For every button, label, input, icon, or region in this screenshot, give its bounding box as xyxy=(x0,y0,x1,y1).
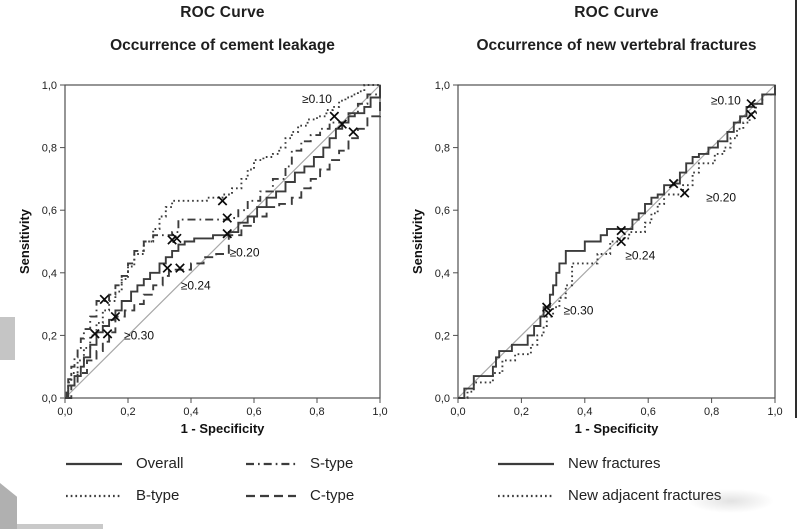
svg-text:0,0: 0,0 xyxy=(42,393,57,405)
legend-label-c-type: C-type xyxy=(310,487,355,504)
chart-subtitle: Occurrence of new vertebral fractures xyxy=(476,37,757,54)
svg-text:1,0: 1,0 xyxy=(435,80,450,92)
legend-item-s-type: S-type xyxy=(245,455,395,472)
svg-text:≥0.10: ≥0.10 xyxy=(302,92,332,106)
chart-title: ROC Curve xyxy=(574,4,659,21)
legend-item-new-fractures: New fractures xyxy=(497,455,721,472)
svg-text:0,4: 0,4 xyxy=(42,268,57,280)
svg-text:0,0: 0,0 xyxy=(435,393,450,405)
svg-text:Sensitivity: Sensitivity xyxy=(17,208,32,274)
svg-text:0,6: 0,6 xyxy=(246,406,261,418)
svg-text:0,2: 0,2 xyxy=(435,330,450,342)
svg-text:0,4: 0,4 xyxy=(435,268,450,280)
svg-text:0,8: 0,8 xyxy=(435,143,450,155)
svg-text:≥0.10: ≥0.10 xyxy=(711,94,741,108)
svg-text:1,0: 1,0 xyxy=(372,406,387,418)
svg-text:0,8: 0,8 xyxy=(309,406,324,418)
svg-text:≥0.20: ≥0.20 xyxy=(230,245,260,259)
watermark-smudge xyxy=(688,489,774,513)
gray-corner-artifact xyxy=(0,483,17,529)
roc-plot-new-fractures: 0,0 0,2 0,4 0,6 0,8 1,0 0,0 0,2 0,4 0,6 0,8 1,0 1 - … xyxy=(410,80,783,436)
svg-text:Sensitivity: Sensitivity xyxy=(410,208,425,274)
legend-label-s-type: S-type xyxy=(310,455,354,472)
chart-new-fractures: ROC Curve Occurrence of new vertebral fr… xyxy=(400,0,800,529)
chart-cement-leakage: ROC Curve Occurrence of cement leakage 0… xyxy=(17,4,395,504)
svg-text:0,2: 0,2 xyxy=(120,406,135,418)
svg-text:0,4: 0,4 xyxy=(577,406,592,418)
legend-label-b-type: B-type xyxy=(136,487,180,504)
legend-label-overall: Overall xyxy=(136,455,184,472)
svg-text:0,6: 0,6 xyxy=(641,406,656,418)
overall-line-sample xyxy=(66,462,122,465)
svg-text:0,2: 0,2 xyxy=(514,406,529,418)
s-type-line-sample xyxy=(246,462,296,465)
svg-text:≥0.24: ≥0.24 xyxy=(625,249,655,263)
new-adjacent-fractures-line-sample xyxy=(498,494,554,497)
c-type-line-sample xyxy=(246,494,296,497)
legend-item-overall: Overall xyxy=(65,455,245,472)
svg-text:1,0: 1,0 xyxy=(767,406,782,418)
legend-item-b-type: B-type xyxy=(65,487,245,504)
svg-text:≥0.30: ≥0.30 xyxy=(124,328,154,342)
new-fractures-line-sample xyxy=(498,462,554,465)
svg-text:1 - Specificity: 1 - Specificity xyxy=(181,421,266,436)
svg-text:≥0.24: ≥0.24 xyxy=(181,278,211,292)
svg-text:0,4: 0,4 xyxy=(183,406,198,418)
legend-label-new-adjacent-fractures: New adjacent fractures xyxy=(568,487,722,504)
right-edge-line xyxy=(795,0,797,418)
svg-text:0,2: 0,2 xyxy=(42,330,57,342)
svg-text:1,0: 1,0 xyxy=(42,80,57,92)
legend-new-fractures: New fractures New adjacent fractures xyxy=(497,455,721,504)
svg-text:0,8: 0,8 xyxy=(704,406,719,418)
svg-text:0,0: 0,0 xyxy=(57,406,72,418)
svg-text:0,0: 0,0 xyxy=(450,406,465,418)
svg-text:≥0.20: ≥0.20 xyxy=(706,191,736,205)
legend-item-c-type: C-type xyxy=(245,487,395,504)
svg-text:0,8: 0,8 xyxy=(42,143,57,155)
roc-plot-cement-leakage: 0,0 0,2 0,4 0,6 0,8 1,0 0,0 0,2 0,4 0,6 0,8 1,0 1 - … xyxy=(17,80,388,436)
gray-bar-artifact xyxy=(17,524,103,529)
svg-text:0,6: 0,6 xyxy=(42,205,57,217)
legend-item-new-adjacent-fractures: New adjacent fractures xyxy=(497,487,721,504)
svg-text:1 - Specificity: 1 - Specificity xyxy=(575,421,660,436)
legend-cement-leakage: Overall S-type B-type C-type xyxy=(65,455,395,504)
chart-subtitle: Occurrence of cement leakage xyxy=(110,37,335,54)
b-type-line-sample xyxy=(66,494,122,497)
svg-text:≥0.30: ≥0.30 xyxy=(563,303,593,317)
svg-text:0,6: 0,6 xyxy=(435,205,450,217)
chart-title: ROC Curve xyxy=(180,4,265,21)
gray-tab-artifact xyxy=(0,317,15,360)
legend-label-new-fractures: New fractures xyxy=(568,455,661,472)
